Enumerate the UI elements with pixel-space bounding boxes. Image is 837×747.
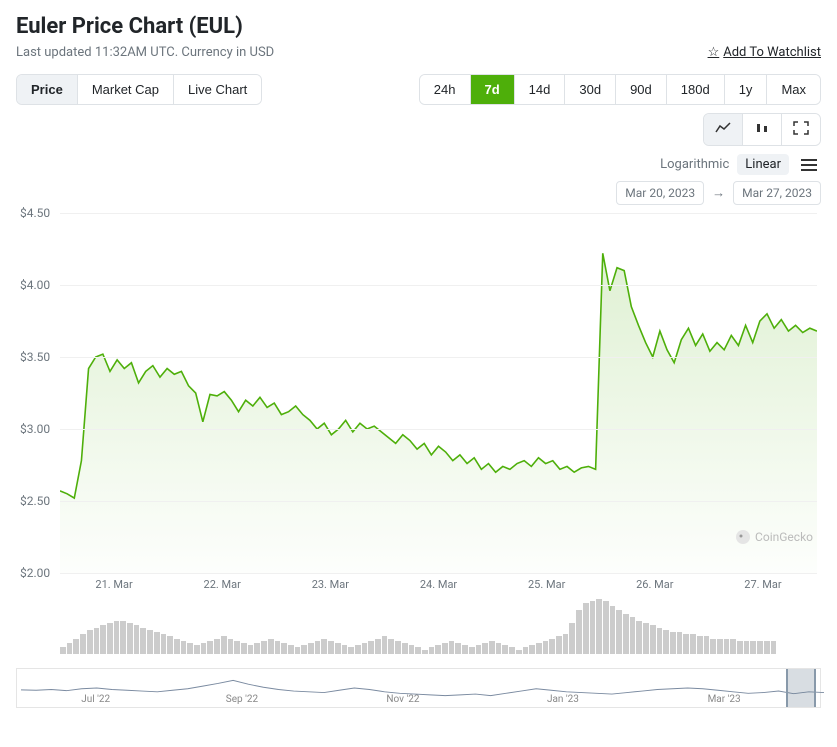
y-tick: $3.00 [20,422,50,436]
nav-label: Jan '23 [547,694,579,705]
y-tick: $2.00 [20,566,50,580]
x-tick: 25. Mar [528,578,565,591]
arrow-right-icon: → [712,185,725,201]
page-title: Euler Price Chart (EUL) [16,14,821,39]
add-watchlist-link[interactable]: ☆ Add To Watchlist [708,45,821,60]
range-180d[interactable]: 180d [667,75,725,104]
x-tick: 24. Mar [420,578,457,591]
tab-live-chart[interactable]: Live Chart [174,75,261,104]
range-14d[interactable]: 14d [515,75,566,104]
nav-label: Mar '23 [708,694,741,705]
scale-log[interactable]: Logarithmic [660,157,729,172]
range-90d[interactable]: 90d [616,75,667,104]
range-24h[interactable]: 24h [420,75,471,104]
fullscreen-icon[interactable] [782,114,820,145]
star-icon: ☆ [708,45,720,60]
last-updated: Last updated 11:32AM UTC. Currency in US… [16,45,274,60]
watchlist-label: Add To Watchlist [723,45,821,60]
x-tick: 21. Mar [95,578,132,591]
x-tick: 23. Mar [312,578,349,591]
y-tick: $2.50 [20,494,50,508]
price-chart: CoinGecko $4.50$4.00$3.50$3.00$2.50$2.00… [16,213,821,573]
nav-label: Jul '22 [81,694,110,705]
x-tick: 22. Mar [204,578,241,591]
range-Max[interactable]: Max [767,75,820,104]
tab-market-cap[interactable]: Market Cap [78,75,174,104]
range-30d[interactable]: 30d [565,75,616,104]
watermark: CoinGecko [735,529,813,545]
nav-label: Sep '22 [226,694,258,705]
candlestick-icon[interactable] [743,114,782,145]
nav-label: Nov '22 [386,694,419,705]
y-tick: $4.50 [20,206,50,220]
chart-type-buttons [703,113,821,146]
navigator-handle[interactable] [786,669,816,707]
x-tick: 27. Mar [744,578,781,591]
range-7d[interactable]: 7d [471,75,515,104]
navigator[interactable]: Jul '22 Sep '22 Nov '22 Jan '23 Mar '23 [16,668,821,708]
tab-price[interactable]: Price [17,75,78,104]
date-to[interactable]: Mar 27, 2023 [733,181,821,205]
range-tabs: 24h7d14d30d90d180d1yMax [419,74,821,105]
line-chart-icon[interactable] [704,114,743,145]
view-tabs: PriceMarket CapLive Chart [16,74,262,105]
y-tick: $3.50 [20,350,50,364]
volume-bars [16,599,821,654]
range-1y[interactable]: 1y [725,75,768,104]
x-tick: 26. Mar [636,578,673,591]
menu-icon[interactable] [797,155,821,175]
scale-linear[interactable]: Linear [737,154,789,175]
y-tick: $4.00 [20,278,50,292]
date-from[interactable]: Mar 20, 2023 [616,181,704,205]
